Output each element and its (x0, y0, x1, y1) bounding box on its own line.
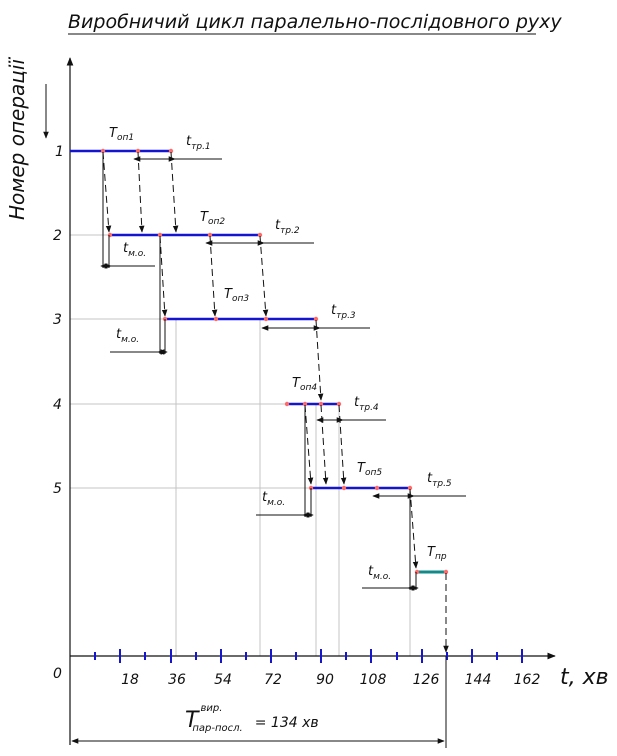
batch-marker (318, 401, 324, 407)
operation-number-2: 2 (53, 228, 62, 244)
x-tick-label: 36 (168, 672, 186, 688)
batch-marker (414, 569, 420, 575)
diagram-title: Виробничий цикл паралельно-послідовного … (68, 11, 562, 33)
label-t-pr: Tпр (427, 545, 447, 562)
operation-number-4: 4 (53, 397, 62, 413)
x-tick-label: 18 (121, 672, 139, 688)
x-tick-label: 54 (214, 672, 232, 688)
transfer-arrow (137, 151, 145, 233)
interop-leaders (110, 265, 408, 589)
x-tick-label: 126 (413, 672, 440, 688)
batch-marker (207, 232, 213, 238)
x-axis-label: t, хв (560, 665, 609, 690)
operation-number-5: 5 (53, 481, 62, 497)
y-axis-label: Номер операції (5, 57, 29, 220)
batch-marker (135, 148, 141, 154)
batch-marker (157, 232, 163, 238)
x-tick-label: 108 (360, 672, 387, 688)
x-tick-label: 144 (465, 672, 492, 688)
label-t-tr2: tтр.2 (275, 218, 300, 236)
operation-time-labels: Tоп1 Tоп2 Tоп3 Tоп4 Tоп5 Tпр (109, 126, 447, 562)
label-t-op3: Tоп3 (224, 287, 249, 304)
batch-marker (213, 316, 219, 322)
batch-marker (313, 316, 319, 322)
label-t-tr4: tтр.4 (354, 395, 379, 413)
label-t-mo2: tм.о. (116, 327, 139, 345)
label-t-op4: Tоп4 (292, 376, 317, 393)
batch-marker (100, 148, 106, 154)
x-tick-label: 72 (264, 672, 282, 688)
batch-marker (302, 401, 308, 407)
batch-marker (407, 485, 413, 491)
transfer-arrow (170, 151, 179, 233)
transfer-arrow (259, 235, 269, 317)
label-t-op2: Tоп2 (200, 210, 225, 227)
batch-marker (443, 569, 449, 575)
batch-marker (336, 401, 342, 407)
transfer-arrow (320, 404, 329, 485)
label-t-op5: Tоп5 (357, 461, 382, 478)
transfer-arrow (338, 404, 347, 485)
operation-bars (70, 149, 410, 490)
transport-time-labels: tтр.1 tтр.2 tтр.3 tтр.4 tтр.5 (186, 134, 452, 489)
operation-numbers: 1 2 3 4 5 (53, 144, 64, 497)
batch-marker (284, 401, 290, 407)
label-t-mo4: tм.о. (368, 564, 391, 582)
label-t-tr1: tтр.1 (186, 134, 211, 152)
interop-dimension-lines (100, 263, 419, 591)
transfer-arrow (304, 404, 314, 485)
transfer-arrow (315, 319, 324, 401)
label-t-op1: Tоп1 (109, 126, 134, 143)
x-tick-label: 162 (514, 672, 541, 688)
transfer-arrow (209, 235, 218, 317)
label-t-mo3: tм.о. (262, 490, 285, 508)
label-t-tr5: tтр.5 (427, 471, 452, 489)
operation-number-3: 3 (53, 312, 62, 328)
x-tick-label: 90 (316, 672, 334, 688)
x-tick-labels: 18 36 54 72 90 108 126 144 162 (121, 672, 540, 688)
interop-time-labels: tм.о. tм.о. tм.о. tм.о. (116, 241, 391, 582)
x-axis-ticks (94, 649, 523, 663)
batch-markers (100, 148, 449, 575)
batch-marker (168, 148, 174, 154)
transfer-arrow (159, 235, 168, 317)
batch-marker (257, 232, 263, 238)
operation-number-1: 1 (55, 144, 64, 160)
transfer-arrow (409, 488, 419, 569)
transfer-arrow (102, 151, 112, 233)
batch-marker (263, 316, 269, 322)
transport-leaders (175, 158, 466, 497)
origin-label: 0 (53, 666, 62, 682)
batch-marker (341, 485, 347, 491)
transport-dimension-lines (133, 156, 415, 499)
horizontal-gridlines (70, 234, 311, 489)
batch-marker (107, 232, 113, 238)
batch-marker (374, 485, 380, 491)
label-t-tr3: tтр.3 (331, 303, 356, 321)
label-t-mo1: tм.о. (123, 241, 146, 259)
